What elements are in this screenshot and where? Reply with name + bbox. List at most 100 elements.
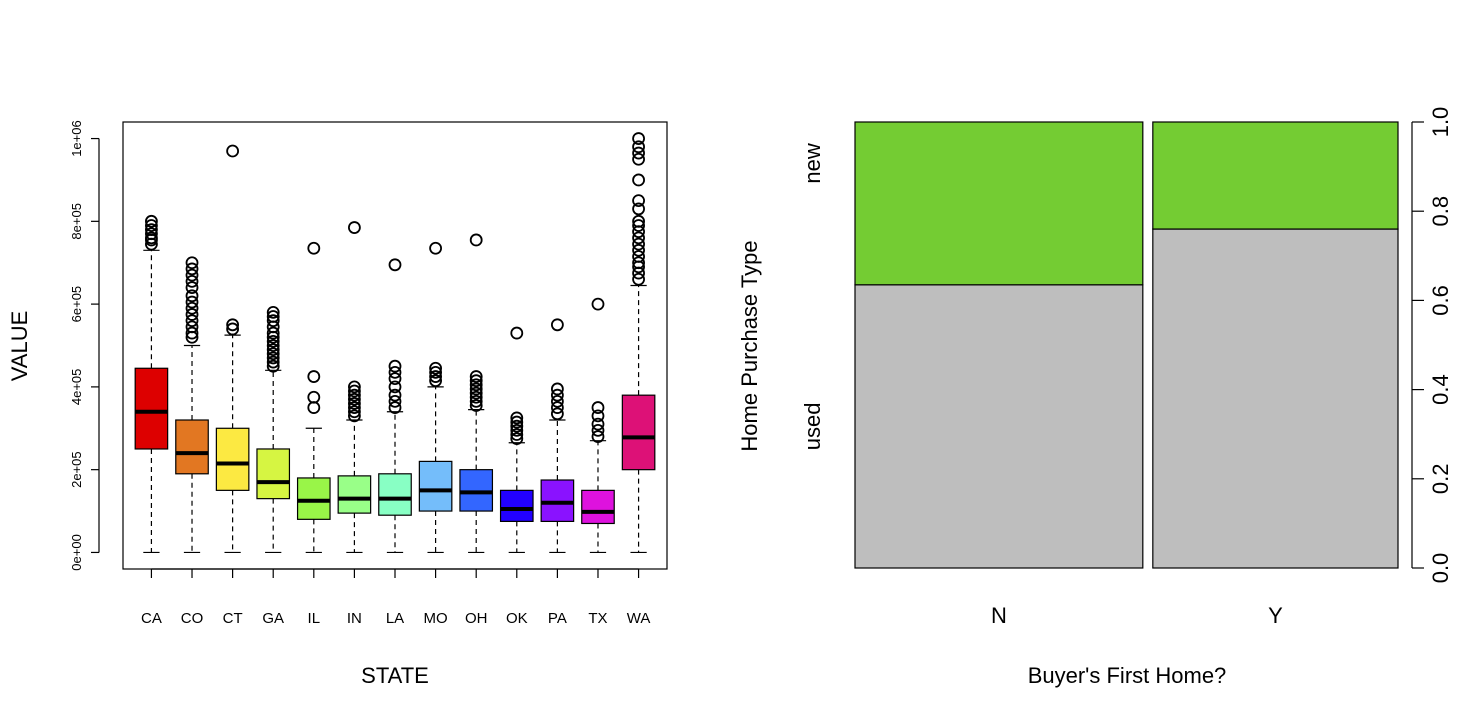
box-ok (499, 326, 534, 554)
outlier-wa-12 (632, 194, 645, 208)
box-ct (215, 144, 250, 554)
outlier-in-5 (348, 388, 361, 402)
box-body-wa (621, 394, 656, 471)
box-body-tx (581, 489, 615, 525)
spineplot-right-tick-label: 0.4 (1428, 374, 1453, 405)
outlier-ga-5 (266, 339, 280, 352)
outlier-ga-10 (266, 314, 280, 328)
outlier-ok-6 (510, 326, 524, 340)
outlier-la-0 (388, 401, 402, 414)
boxplot-y-tick-label: 4e+05 (69, 369, 84, 406)
outlier-tx-3 (591, 409, 605, 423)
outlier-ct-0 (226, 322, 240, 336)
box-body-il (296, 477, 331, 520)
outlier-wa-16 (632, 140, 645, 154)
outlier-ca-2 (145, 231, 158, 245)
spineplot-level-label-used: used (800, 403, 825, 451)
outlier-wa-0 (632, 272, 645, 286)
outlier-la-1 (388, 394, 402, 408)
outlier-in-8 (348, 221, 361, 234)
box-la (378, 258, 412, 554)
outlier-ga-2 (266, 351, 280, 365)
outlier-pa-2 (550, 394, 564, 408)
boxplot-y-tick-label: 1e+06 (69, 120, 84, 157)
boxplot-x-tick-label-ga: GA (262, 610, 284, 627)
outlier-la-7 (388, 258, 402, 272)
box-in (337, 221, 372, 554)
box-body-la (378, 473, 412, 516)
outlier-tx-4 (591, 401, 605, 414)
outlier-ca-6 (145, 214, 158, 228)
boxplot-y-tick-label: 6e+05 (69, 286, 84, 323)
spine-new-n (854, 121, 1144, 286)
outlier-ga-4 (266, 343, 280, 357)
outlier-ct-2 (226, 144, 240, 158)
spineplot-right-tick-label: 0.2 (1428, 464, 1453, 495)
boxplot-x-tick-label-ca: CA (141, 610, 162, 627)
outlier-in-4 (348, 392, 361, 406)
outlier-co-5 (185, 301, 199, 315)
outlier-wa-7 (632, 231, 645, 245)
box-body-mo (418, 460, 453, 512)
outlier-co-4 (185, 308, 199, 321)
outlier-tx-2 (591, 417, 605, 431)
box-body-ct (215, 427, 250, 491)
outlier-il-2 (307, 370, 321, 383)
spine-group (854, 121, 1399, 569)
box-mo (418, 241, 453, 554)
box-il (296, 241, 331, 554)
outlier-wa-14 (632, 152, 645, 166)
spineplot-level-labels: used new (800, 143, 825, 450)
outlier-co-2 (185, 320, 199, 334)
boxplot-x-tick-label-co: CO (181, 610, 204, 627)
outlier-oh-1 (469, 394, 483, 408)
outlier-la-6 (388, 359, 402, 373)
box-group (134, 132, 656, 554)
outlier-co-8 (185, 281, 199, 294)
outlier-wa-3 (632, 256, 645, 270)
outlier-wa-4 (632, 250, 645, 263)
outlier-mo-3 (429, 361, 442, 375)
spineplot-x-tick-label-n: N (991, 603, 1007, 628)
outlier-wa-11 (632, 202, 645, 216)
outlier-oh-8 (469, 233, 483, 247)
outlier-in-1 (348, 405, 361, 419)
spineplot-level-label-new: new (800, 143, 825, 183)
box-body-ca (134, 367, 169, 450)
outlier-mo-4 (429, 241, 442, 255)
outlier-mo-0 (429, 374, 442, 388)
outlier-oh-2 (469, 390, 483, 404)
spineplot-x-tick-label-y: Y (1268, 603, 1283, 628)
box-ca (134, 214, 169, 554)
outlier-ga-11 (266, 310, 280, 323)
box-pa (540, 318, 575, 554)
box-body-ok (499, 489, 534, 523)
outlier-ok-1 (510, 428, 524, 441)
box-wa (621, 132, 656, 554)
outlier-la-2 (388, 388, 402, 402)
outlier-ca-4 (145, 223, 158, 237)
outlier-ga-8 (266, 326, 280, 340)
outlier-il-0 (307, 401, 321, 414)
box-body-in (337, 475, 372, 514)
outlier-la-5 (388, 366, 402, 379)
boxplot-panel: 0e+00 2e+05 4e+05 6e+05 8e+05 1e+06 CA CO CT GA I… (7, 120, 668, 688)
box-body-ga (256, 448, 291, 500)
boxplot-y-tick-label: 2e+05 (69, 451, 84, 488)
boxplot-x-tick-label-ok: OK (506, 610, 528, 627)
outlier-oh-4 (469, 382, 483, 396)
box-body-co (175, 419, 209, 475)
spineplot-y-axis-title: Home Purchase Type (737, 240, 762, 451)
boxplot-x-tick-label-ct: CT (223, 610, 243, 627)
box-body-oh (459, 469, 494, 512)
outlier-co-9 (185, 274, 199, 288)
box-body-pa (540, 479, 575, 523)
outlier-co-11 (185, 262, 199, 276)
outlier-ga-1 (266, 355, 280, 369)
spineplot-right-tick-label: 0.6 (1428, 285, 1453, 316)
outlier-pa-0 (550, 407, 564, 421)
outlier-in-7 (348, 380, 361, 394)
spineplot-x-axis-title: Buyer's First Home? (1028, 663, 1227, 688)
